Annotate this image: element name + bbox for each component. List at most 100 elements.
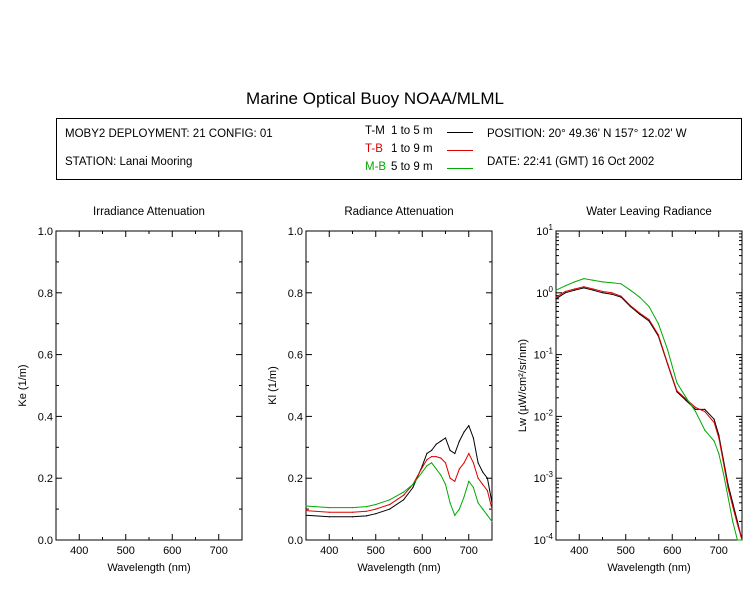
y-tick-exponent: -3 bbox=[546, 470, 554, 479]
legend-code-tm: T-M bbox=[365, 125, 385, 137]
data-point bbox=[713, 440, 715, 442]
data-point bbox=[722, 472, 725, 474]
data-point bbox=[440, 474, 442, 476]
position-text: POSITION: 20° 49.36' N 157° 12.02' W bbox=[487, 128, 687, 140]
data-point bbox=[351, 507, 354, 509]
y-tick-label: 101 bbox=[536, 223, 553, 238]
y-tick-exponent: 0 bbox=[549, 285, 554, 294]
data-point bbox=[477, 502, 479, 504]
data-point bbox=[365, 510, 367, 512]
data-point bbox=[477, 462, 479, 464]
y-tick-label: 0.0 bbox=[288, 535, 303, 547]
y-tick-base: 10 bbox=[534, 535, 546, 547]
data-point bbox=[718, 437, 720, 439]
data-point bbox=[435, 456, 437, 458]
y-tick-label: 0.2 bbox=[38, 473, 53, 485]
data-point bbox=[403, 499, 405, 501]
x-tick-label: 600 bbox=[163, 545, 181, 557]
series-line-t-m bbox=[305, 424, 493, 518]
data-point bbox=[741, 539, 743, 541]
x-tick-label: 400 bbox=[70, 545, 88, 557]
data-point bbox=[667, 362, 669, 364]
data-point bbox=[468, 452, 470, 455]
data-point bbox=[727, 487, 729, 489]
data-point bbox=[482, 471, 484, 473]
data-point bbox=[722, 461, 725, 463]
y-tick-label: 0.4 bbox=[288, 411, 303, 423]
data-point bbox=[482, 483, 484, 485]
plot-frame bbox=[555, 230, 743, 541]
data-point bbox=[491, 508, 493, 510]
y-tick-exponent: -2 bbox=[546, 408, 554, 417]
data-point bbox=[351, 516, 354, 518]
y-tick-label: 10-2 bbox=[534, 408, 554, 423]
data-point bbox=[583, 278, 585, 280]
x-tick-label: 600 bbox=[413, 545, 431, 557]
data-point bbox=[389, 503, 391, 506]
x-tick-label: 600 bbox=[663, 545, 681, 557]
data-point bbox=[412, 486, 414, 489]
data-point bbox=[667, 349, 669, 351]
data-point bbox=[574, 288, 576, 290]
y-tick-label: 0.8 bbox=[38, 288, 53, 300]
data-point bbox=[421, 471, 423, 473]
x-tick-label: 700 bbox=[710, 545, 728, 557]
data-point bbox=[676, 390, 678, 392]
y-tick-label: 0.8 bbox=[288, 288, 303, 300]
x-axis-label: Wavelength (nm) bbox=[107, 562, 190, 574]
legend-code-tb: T-B bbox=[365, 143, 383, 155]
data-point bbox=[440, 457, 442, 459]
data-point bbox=[601, 290, 604, 293]
data-point bbox=[486, 477, 488, 479]
data-point bbox=[444, 462, 447, 464]
plot-frame bbox=[305, 230, 493, 541]
data-point bbox=[468, 425, 470, 427]
data-point bbox=[375, 503, 377, 506]
data-point bbox=[718, 453, 720, 455]
data-point bbox=[421, 466, 423, 468]
data-point bbox=[328, 511, 330, 513]
y-tick-label: 10-4 bbox=[534, 532, 554, 547]
data-point bbox=[611, 282, 613, 284]
y-axis-label: Kl (1/m) bbox=[267, 366, 279, 405]
data-point bbox=[403, 494, 405, 496]
data-point bbox=[564, 292, 566, 294]
data-point bbox=[389, 499, 391, 501]
x-tick-label: 500 bbox=[367, 545, 385, 557]
data-point bbox=[491, 502, 493, 504]
data-point bbox=[732, 505, 734, 507]
data-point bbox=[305, 510, 307, 512]
data-point bbox=[365, 515, 367, 517]
data-point bbox=[431, 449, 433, 451]
data-point bbox=[732, 520, 734, 523]
data-point bbox=[611, 293, 613, 295]
data-point bbox=[328, 507, 330, 509]
y-tick-label: 100 bbox=[536, 285, 553, 300]
data-point bbox=[482, 508, 484, 510]
legend-line-tb bbox=[447, 150, 473, 151]
y-axis-label: Lw (µW/cm²/sr/nm) bbox=[517, 339, 529, 432]
series-line-t-b bbox=[555, 286, 743, 541]
y-tick-base: 10 bbox=[534, 411, 546, 423]
data-point bbox=[592, 288, 594, 290]
y-tick-exponent: -4 bbox=[546, 532, 554, 541]
data-point bbox=[732, 502, 734, 504]
data-point bbox=[592, 289, 594, 291]
data-point bbox=[620, 283, 622, 285]
legend-line-tm bbox=[447, 132, 473, 133]
data-point bbox=[685, 397, 687, 399]
data-point bbox=[305, 514, 307, 516]
data-point bbox=[375, 513, 377, 515]
data-point bbox=[555, 298, 557, 300]
data-point bbox=[629, 305, 632, 307]
x-axis-label: Wavelength (nm) bbox=[607, 562, 690, 574]
y-tick-exponent: 1 bbox=[549, 223, 554, 232]
y-tick-label: 0.2 bbox=[288, 473, 303, 485]
data-point bbox=[685, 400, 687, 402]
y-tick-label: 1.0 bbox=[288, 226, 303, 238]
data-point bbox=[648, 318, 650, 321]
data-point bbox=[426, 459, 428, 461]
station-text: STATION: Lanai Mooring bbox=[65, 156, 193, 168]
data-point bbox=[426, 465, 428, 467]
y-tick-label: 10-1 bbox=[534, 347, 554, 362]
